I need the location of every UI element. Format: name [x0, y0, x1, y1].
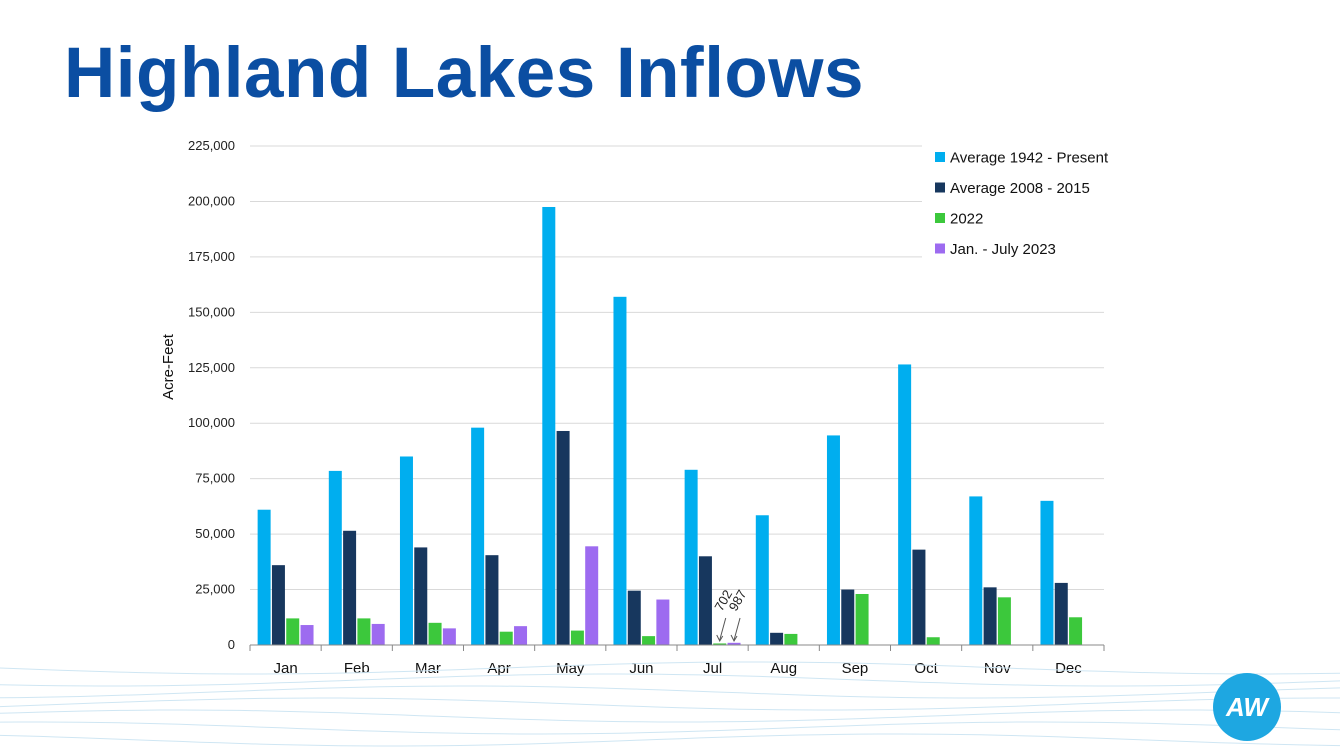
x-tick-label: May: [556, 660, 585, 677]
annotation-arrowhead: [730, 634, 738, 643]
legend-entry: Average 1942 - Present: [950, 150, 1109, 167]
legend-swatch: [935, 152, 945, 162]
x-tick-label: Jan: [273, 660, 297, 677]
wave-line: [0, 733, 1341, 747]
bar-apr-series-3: [499, 631, 513, 645]
bar-oct-series-3: [926, 637, 940, 645]
y-tick-label: 25,000: [195, 582, 235, 597]
legend-background: [922, 142, 1118, 266]
legend-swatch: [935, 182, 945, 193]
bar-aug-series-2: [770, 632, 784, 645]
x-tick-label: Dec: [1055, 660, 1082, 677]
bar-jun-series-1: [613, 296, 627, 645]
bar-may-series-2: [556, 430, 570, 645]
bar-jun-series-4: [656, 599, 670, 645]
annotation-arrowhead: [716, 634, 724, 643]
legend-entry: Average 2008 - 2015: [950, 180, 1090, 197]
bar-apr-series-2: [485, 555, 499, 645]
bar-mar-series-3: [428, 622, 442, 645]
legend: Average 1942 - Present Average 2008 - 201…: [922, 142, 1118, 266]
bar-may-series-4: [585, 546, 599, 645]
legend-swatch: [935, 213, 945, 223]
bar-jan-series-1: [257, 509, 271, 645]
bar-aug-series-3: [784, 633, 798, 645]
logo-text: AW: [1225, 692, 1270, 722]
y-axis-label: Acre-Feet: [160, 333, 177, 400]
bar-mar-series-4: [442, 628, 456, 645]
wave-decoration: [0, 661, 1341, 747]
y-tick-label: 200,000: [188, 193, 235, 208]
bar-dec-series-3: [1069, 617, 1083, 645]
aw-logo: AW: [1213, 673, 1281, 741]
y-axis-tick-labels: 0 25,000 50,000 75,000 100,000 125,000 150,000…: [188, 138, 235, 652]
wave-line: [0, 661, 1341, 675]
y-tick-label: 125,000: [188, 360, 235, 375]
x-axis: [249, 644, 1105, 651]
x-tick-label: Jul: [703, 660, 722, 677]
y-tick-label: 0: [228, 637, 235, 652]
annotation-label: 987: [726, 587, 750, 613]
bar-mar-series-1: [399, 456, 413, 645]
x-tick-label: Oct: [914, 660, 938, 677]
x-tick-label: Aug: [770, 660, 797, 677]
logo-circle: [1213, 673, 1281, 741]
bar-jul-series-1: [684, 469, 698, 645]
bar-nov-series-3: [997, 597, 1011, 645]
x-tick-label: Mar: [415, 660, 441, 677]
bar-nov-series-1: [969, 496, 983, 645]
bar-jul-series-3: [713, 643, 727, 645]
legend-swatch: [935, 243, 945, 254]
y-tick-label: 75,000: [195, 471, 235, 486]
bar-jul-series-4: [727, 642, 741, 645]
y-tick-label: 150,000: [188, 304, 235, 319]
x-tick-label: Sep: [842, 660, 869, 677]
x-tick-label: Nov: [984, 660, 1011, 677]
slide-title: Highland Lakes Inflows: [64, 34, 865, 113]
bar-jan-series-3: [286, 618, 300, 645]
wave-line: [0, 697, 1340, 711]
wave-line: [0, 685, 1341, 699]
annotation-arrow: [719, 617, 727, 641]
bar-mar-series-2: [414, 547, 428, 645]
bar-sep-series-3: [855, 593, 869, 645]
bar-dec-series-1: [1040, 500, 1054, 645]
x-tick-label: Jun: [629, 660, 653, 677]
bar-feb-series-3: [357, 618, 371, 645]
wave-line: [0, 709, 1341, 723]
bar-feb-series-4: [371, 623, 385, 645]
bar-jan-series-4: [300, 625, 314, 645]
bars: [257, 206, 1083, 645]
bar-feb-series-2: [343, 530, 357, 645]
bar-dec-series-2: [1054, 582, 1068, 645]
y-tick-label: 225,000: [188, 138, 235, 153]
bar-may-series-1: [542, 206, 556, 645]
annotation-arrow: [733, 617, 741, 641]
legend-entry: Jan. - July 2023: [950, 241, 1056, 258]
bar-oct-series-1: [898, 364, 912, 645]
bar-sep-series-1: [826, 435, 840, 645]
y-tick-label: 175,000: [188, 249, 235, 264]
wave-line: [0, 721, 1341, 735]
bar-sep-series-2: [841, 589, 855, 645]
bar-nov-series-2: [983, 587, 997, 645]
bar-apr-series-4: [514, 626, 528, 645]
bar-jun-series-3: [642, 636, 656, 645]
bar-apr-series-1: [471, 427, 485, 645]
wave-line: [0, 673, 1341, 687]
bar-jul-series-2: [698, 556, 712, 645]
y-tick-label: 50,000: [195, 526, 235, 541]
y-tick-label: 100,000: [188, 415, 235, 430]
bar-oct-series-2: [912, 549, 926, 645]
bar-feb-series-1: [328, 470, 342, 645]
bar-aug-series-1: [755, 515, 769, 645]
bar-may-series-3: [570, 630, 584, 645]
bar-jun-series-2: [627, 590, 641, 645]
legend-entry: 2022: [950, 211, 983, 228]
bar-jan-series-2: [271, 565, 285, 645]
